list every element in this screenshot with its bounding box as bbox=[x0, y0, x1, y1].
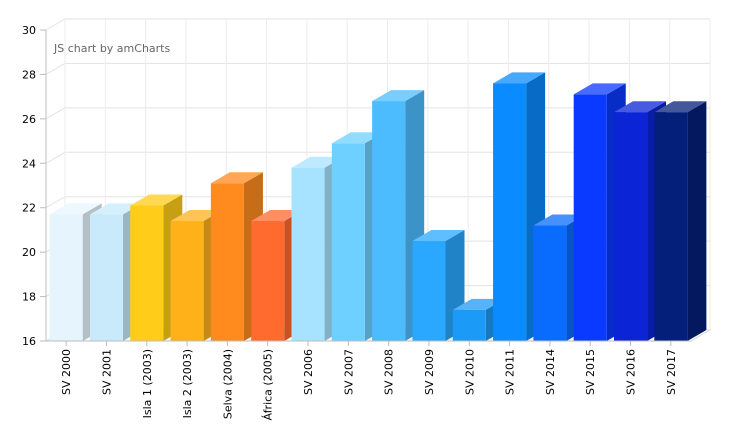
bar-11[interactable] bbox=[452, 298, 505, 341]
bar-front-face[interactable] bbox=[573, 94, 607, 342]
bar-front-face[interactable] bbox=[251, 221, 285, 341]
bar-top-face bbox=[89, 203, 142, 215]
bar-15[interactable] bbox=[614, 101, 667, 341]
bar-top-face bbox=[372, 90, 425, 102]
bar-front-face[interactable] bbox=[614, 112, 648, 341]
bar-top-face bbox=[49, 203, 102, 215]
bar-16[interactable] bbox=[654, 101, 707, 341]
bar-top-face bbox=[210, 172, 263, 184]
x-tick-label: África (2005) bbox=[262, 349, 275, 420]
x-tick-label: SV 2010 bbox=[463, 349, 476, 395]
bar-top-face bbox=[573, 83, 626, 95]
x-tick-label: SV 2007 bbox=[342, 349, 355, 395]
x-tick-label: SV 2014 bbox=[544, 349, 557, 395]
x-tick-label: SV 2000 bbox=[60, 349, 73, 395]
x-tick-label: SV 2001 bbox=[100, 349, 113, 395]
bars-layer bbox=[49, 72, 707, 342]
bar-top-face bbox=[614, 101, 667, 113]
bar-top-face bbox=[493, 72, 546, 84]
bar-side-face bbox=[687, 101, 707, 341]
bar-top-face bbox=[251, 210, 304, 222]
y-tick-label: 16 bbox=[22, 335, 36, 348]
bar-front-face[interactable] bbox=[49, 214, 83, 341]
x-tick-label: SV 2015 bbox=[584, 349, 597, 395]
bar-top-face bbox=[130, 194, 183, 206]
y-axis: 16 18 20 22 24 26 28 30 bbox=[22, 24, 47, 348]
y-tick-label: 30 bbox=[22, 24, 36, 37]
bar-front-face[interactable] bbox=[130, 205, 164, 341]
bar-12[interactable] bbox=[493, 72, 546, 342]
bar-front-face[interactable] bbox=[89, 214, 123, 341]
x-tick-label: SV 2006 bbox=[302, 349, 315, 395]
bar-front-face[interactable] bbox=[291, 167, 325, 341]
y-tick-label: 24 bbox=[22, 157, 36, 170]
bar-top-face bbox=[412, 230, 465, 242]
bar-front-face[interactable] bbox=[210, 183, 244, 341]
bar-top-face bbox=[170, 210, 223, 222]
bar-front-face[interactable] bbox=[170, 221, 204, 341]
bar-front-face[interactable] bbox=[493, 83, 527, 342]
chart-credit[interactable]: JS chart by amCharts bbox=[53, 42, 170, 55]
bar-front-face[interactable] bbox=[654, 112, 688, 341]
y-tick-label: 18 bbox=[22, 291, 36, 304]
bar-front-face[interactable] bbox=[533, 225, 567, 341]
y-tick-label: 20 bbox=[22, 246, 36, 259]
bar-front-face[interactable] bbox=[331, 143, 365, 341]
bar-front-face[interactable] bbox=[452, 309, 486, 341]
y-tick-label: 22 bbox=[22, 202, 36, 215]
bar-top-face bbox=[291, 156, 344, 168]
x-tick-label: SV 2017 bbox=[665, 349, 678, 395]
y-tick-label: 26 bbox=[22, 113, 36, 126]
x-tick-label: Selva (2004) bbox=[221, 349, 234, 419]
x-tick-label: SV 2016 bbox=[625, 349, 638, 395]
bar-top-face bbox=[331, 132, 384, 144]
bar-front-face[interactable] bbox=[372, 101, 406, 341]
y-tick-label: 28 bbox=[22, 68, 36, 81]
x-tick-label: Isla 1 (2003) bbox=[141, 349, 154, 418]
x-axis: SV 2000 SV 2001 Isla 1 (2003) Isla 2 (2003)… bbox=[46, 340, 691, 420]
bar-front-face[interactable] bbox=[412, 241, 446, 341]
x-tick-label: SV 2011 bbox=[504, 349, 517, 395]
x-tick-label: SV 2008 bbox=[383, 349, 396, 395]
bar-top-face bbox=[654, 101, 707, 113]
x-tick-label: SV 2009 bbox=[423, 349, 436, 395]
x-tick-label: Isla 2 (2003) bbox=[181, 349, 194, 418]
bar-top-face bbox=[452, 298, 505, 310]
bar-top-face bbox=[533, 214, 586, 226]
